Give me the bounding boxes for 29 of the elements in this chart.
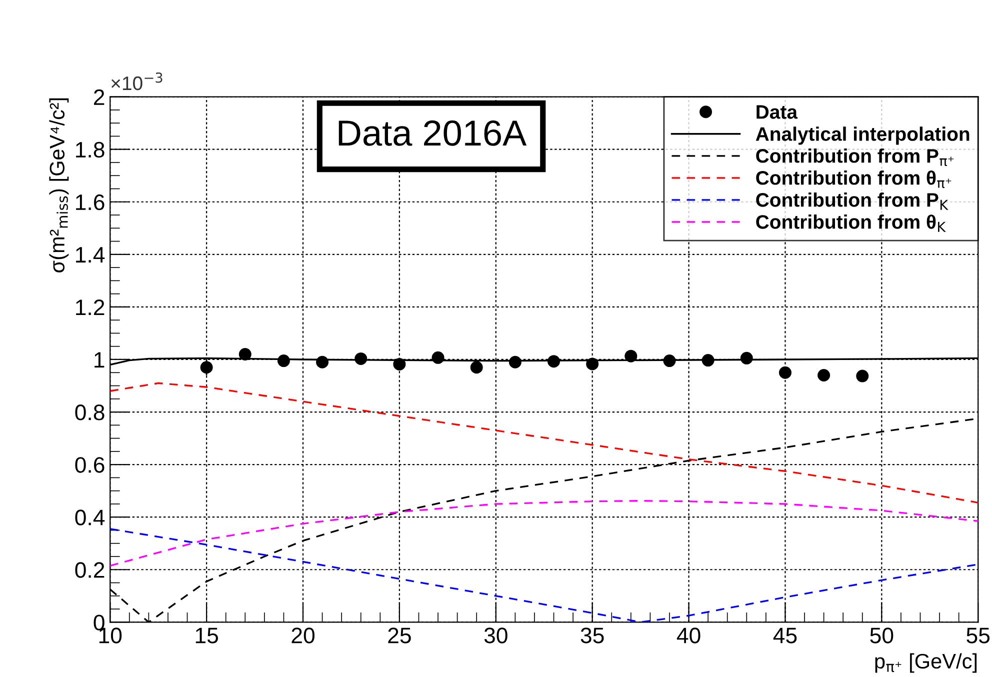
y-tick-label: 1.8 [76,142,104,158]
x-axis-title: p$_{π⁺}$ [GeV/c] [875,653,977,673]
y-tick-label: 0.6 [75,457,104,473]
legend-label: Contribution from P$_{π⁺}$ [756,148,954,166]
text: ×10$^{−3}$ [111,72,162,90]
y-tick-label: 1 [94,352,104,368]
legend-label: Analytical interpolation [756,126,970,145]
legend-label: Contribution from θ$_{K}$ [756,214,946,232]
y-tick-label: 1.4 [76,247,105,262]
x-tick-label: 55 [966,628,990,644]
x-tick-label: 50 [870,628,894,644]
legend-label: Contribution from θ$_{π⁺}$ [756,170,952,188]
annotation: Data 2016A [338,120,527,146]
legend-label: Contribution from P$_{K}$ [756,192,948,210]
x-tick-label: 25 [388,628,411,644]
y-tick-label: 1.6 [76,194,104,210]
x-tick-label: 30 [484,628,508,644]
y-axis-title: σ(m²$_{miss}$) [GeV⁴/c²] [49,98,69,272]
y-tick-label: 0.4 [75,510,105,526]
x-tick-label: 35 [580,628,604,644]
x-tick-label: 20 [292,628,314,644]
y-tick-label: 2 [94,89,104,105]
y-tick-label: 1.2 [76,299,104,316]
y-tick-label: 0.8 [75,404,104,420]
x-tick-label: 45 [773,628,797,644]
y-tick-label: 0.2 [75,562,104,578]
x-tick-label: 40 [676,628,700,644]
legend-label: Data [756,105,798,119]
x-tick-label: 15 [196,628,218,644]
